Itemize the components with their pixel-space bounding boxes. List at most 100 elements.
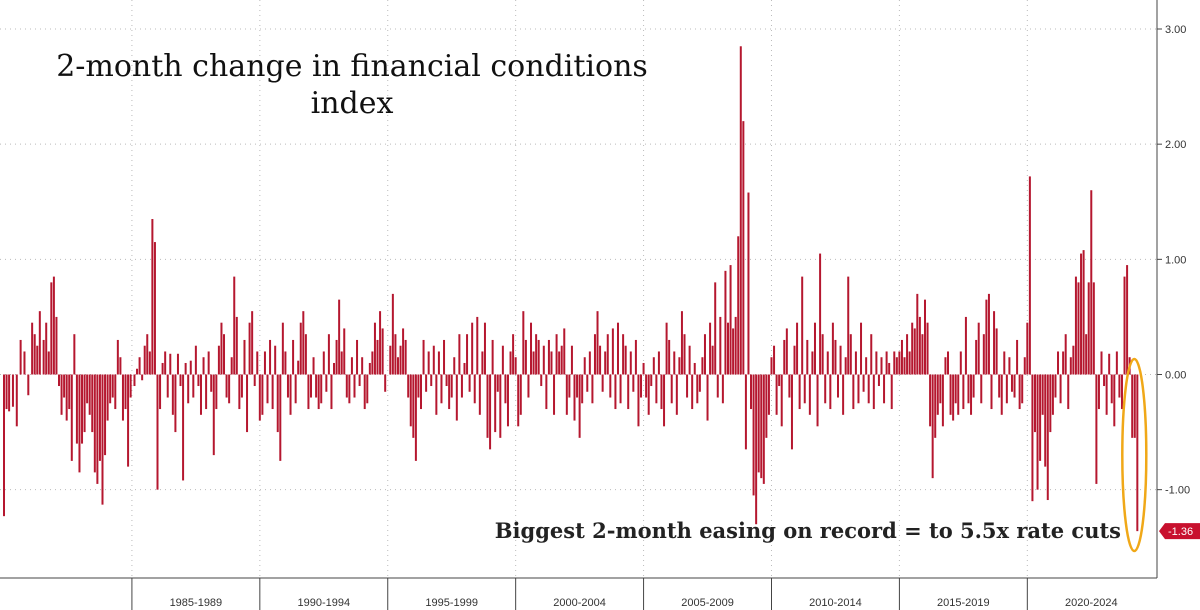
x-tick-label: 2015-2019: [937, 597, 990, 609]
bar: [964, 316, 967, 375]
bar: [509, 351, 512, 375]
bar: [253, 374, 256, 387]
bar: [1105, 374, 1108, 415]
bar: [550, 351, 553, 375]
bar: [1018, 374, 1021, 410]
bar: [294, 374, 297, 404]
bar: [714, 282, 717, 375]
bar: [1092, 282, 1095, 375]
bar: [31, 322, 34, 375]
bar: [860, 322, 863, 375]
bar: [941, 374, 944, 427]
bar: [271, 374, 274, 410]
bar: [1110, 374, 1113, 404]
bar: [148, 351, 151, 375]
bar: [931, 374, 934, 479]
bar: [174, 374, 177, 433]
bar: [591, 374, 594, 404]
bar: [862, 374, 865, 392]
bar: [376, 339, 379, 375]
bar: [217, 345, 220, 375]
bar: [233, 276, 236, 375]
bar: [957, 374, 960, 415]
x-tick-label: 1990-1994: [297, 597, 350, 609]
bar: [466, 334, 469, 375]
bar: [363, 374, 366, 410]
bar: [476, 316, 479, 375]
bar: [993, 311, 996, 375]
bar: [698, 374, 701, 392]
bar: [15, 374, 18, 427]
bar: [225, 374, 228, 398]
bar: [458, 334, 461, 375]
bar: [106, 374, 109, 421]
bar: [75, 374, 78, 444]
bar: [1103, 374, 1106, 387]
bar: [742, 121, 745, 375]
bar: [246, 374, 249, 433]
bar: [1039, 374, 1042, 461]
bar: [944, 357, 947, 375]
bar: [573, 374, 576, 421]
bar: [998, 374, 1001, 398]
bar: [1118, 374, 1121, 398]
bar: [8, 374, 11, 412]
bar: [414, 374, 417, 461]
bar: [947, 351, 950, 375]
bar: [506, 374, 509, 427]
bar: [954, 374, 957, 404]
last-value-badge: -1.36: [1159, 523, 1200, 540]
bar: [616, 322, 619, 375]
bar: [317, 374, 320, 410]
bar: [322, 351, 325, 375]
bar: [304, 334, 307, 375]
bar: [760, 374, 763, 479]
bar: [642, 362, 645, 375]
last-value-badge-shape: [1159, 523, 1200, 540]
bar: [527, 374, 530, 398]
bar: [995, 328, 998, 375]
bar: [1077, 282, 1080, 375]
bar: [870, 334, 873, 375]
bar: [660, 374, 663, 410]
bar: [338, 299, 341, 375]
bar: [1059, 374, 1062, 404]
bar: [58, 374, 60, 387]
bar: [91, 374, 94, 433]
bar: [98, 374, 101, 461]
bar: [634, 339, 637, 375]
bar: [453, 357, 456, 375]
bar: [542, 345, 545, 375]
bar: [601, 374, 604, 392]
bar: [223, 334, 226, 375]
bar: [558, 351, 561, 375]
bar: [11, 374, 14, 407]
bar: [798, 374, 801, 410]
bar: [675, 374, 678, 415]
bar: [606, 334, 609, 375]
bar: [555, 334, 558, 375]
bar: [650, 374, 653, 387]
bar: [430, 374, 433, 387]
bar: [975, 339, 978, 375]
bar: [65, 374, 68, 421]
bar: [921, 334, 924, 375]
bar: [1003, 351, 1006, 375]
bar: [1023, 357, 1026, 375]
bar: [478, 374, 481, 415]
bar: [898, 351, 901, 375]
bar: [1049, 374, 1052, 433]
bar: [750, 374, 753, 410]
bar: [568, 374, 571, 398]
bar: [808, 374, 811, 415]
bar: [133, 374, 136, 387]
bar: [622, 334, 625, 375]
bar: [63, 374, 66, 398]
bar: [1133, 374, 1136, 438]
bar: [1136, 374, 1139, 532]
bar: [586, 374, 589, 392]
bar: [19, 339, 22, 375]
x-tick-label: 2020-2024: [1065, 597, 1118, 609]
bar: [182, 374, 185, 481]
bar: [109, 374, 112, 404]
